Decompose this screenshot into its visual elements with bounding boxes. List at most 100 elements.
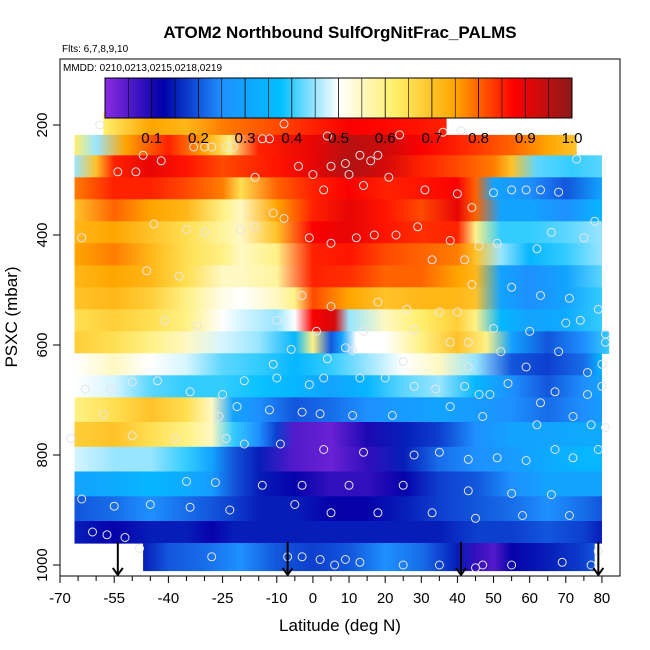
y-tick-label: 200 — [34, 112, 51, 137]
sample-point — [239, 439, 249, 449]
x-tick-label: 30 — [413, 590, 430, 607]
y-axis-label: PSXC (mbar) — [2, 266, 21, 367]
heatmap-band — [74, 446, 602, 473]
sample-point — [536, 291, 545, 300]
heatmap-band — [74, 496, 602, 522]
sample-point — [239, 376, 249, 386]
sample-point — [489, 188, 498, 198]
sample-point — [315, 555, 325, 564]
sample-point — [409, 381, 419, 391]
sample-point — [601, 337, 610, 347]
x-tick-label: 10 — [341, 590, 358, 607]
sample-point — [492, 238, 502, 248]
sample-point — [348, 346, 358, 355]
sample-point — [384, 172, 394, 182]
sample-point — [340, 159, 350, 168]
sample-point — [355, 557, 365, 567]
sample-point — [156, 156, 166, 166]
sample-point — [275, 439, 285, 449]
colorbar-tick-label: 0.2 — [188, 130, 209, 147]
sample-point — [579, 233, 589, 243]
x-tick-label: 0 — [309, 590, 317, 607]
sample-point — [521, 185, 531, 195]
sample-point — [80, 384, 90, 394]
sample-point — [373, 508, 383, 518]
sample-point — [398, 560, 408, 570]
plot-frame — [59, 58, 621, 577]
heatmap-band — [74, 265, 602, 288]
sample-point — [554, 347, 564, 357]
profile-arrow-head — [111, 567, 124, 577]
sample-point — [496, 347, 506, 357]
sample-point — [507, 489, 517, 498]
sample-point — [467, 203, 477, 212]
sample-point — [597, 359, 607, 369]
sample-point — [593, 304, 603, 314]
sample-point — [189, 142, 199, 152]
sample-point — [564, 511, 574, 520]
sample-point — [568, 453, 578, 463]
sample-point — [536, 398, 545, 408]
colorbar-tick-label: 0.3 — [235, 130, 256, 147]
sample-point — [250, 222, 260, 232]
sample-point — [434, 307, 444, 317]
sample-point — [214, 412, 224, 421]
sample-point — [304, 233, 314, 243]
y-axis: 200 400 600 800 1000 — [34, 112, 60, 582]
sample-point — [290, 500, 300, 509]
heatmap-bands — [74, 111, 610, 572]
sample-point — [88, 527, 97, 537]
colorbar-tick-label: 0.5 — [328, 130, 349, 147]
sample-point — [304, 380, 314, 390]
sample-point — [409, 325, 419, 335]
sample-point — [554, 187, 564, 197]
sample-point — [586, 420, 596, 430]
sample-point — [210, 478, 220, 487]
sample-point — [322, 354, 332, 364]
colorbar-tick-label: 0.1 — [141, 130, 162, 147]
sample-point — [279, 214, 289, 223]
sample-point — [102, 530, 112, 540]
x-tick-label: -40 — [158, 590, 180, 607]
sample-point — [373, 150, 383, 160]
sample-point — [326, 508, 336, 518]
sample-point — [98, 410, 108, 420]
sample-points — [66, 119, 610, 573]
colorbar-frame — [104, 77, 573, 119]
sample-point — [561, 318, 571, 328]
sample-point — [546, 227, 556, 237]
sample-point — [272, 315, 282, 325]
sample-point — [297, 480, 307, 490]
sample-point — [315, 409, 325, 419]
sample-point — [109, 501, 119, 511]
sample-point — [297, 407, 307, 417]
sample-point — [434, 560, 444, 570]
colorbar-tick-label: 0.7 — [421, 130, 442, 147]
sample-point — [572, 154, 582, 164]
sample-point — [507, 282, 517, 292]
sample-point — [366, 156, 376, 166]
sample-point — [507, 185, 517, 195]
sample-point — [452, 189, 462, 199]
heatmap-band — [74, 331, 610, 354]
sample-point — [286, 344, 296, 354]
sample-point — [434, 447, 444, 457]
colorbar-tick-label: 0.8 — [468, 130, 489, 147]
sample-point — [268, 208, 278, 218]
sample-point — [207, 552, 217, 562]
sample-point — [456, 126, 466, 135]
sample-point — [463, 337, 473, 347]
sample-point — [474, 390, 484, 399]
sample-point — [221, 434, 231, 443]
sample-point — [344, 480, 354, 490]
sample-point — [265, 405, 274, 415]
sample-point — [308, 170, 318, 179]
sample-point — [463, 454, 473, 464]
heatmap-band — [74, 199, 602, 222]
sample-point — [160, 315, 170, 325]
colorbar-tick-label: 0.6 — [375, 130, 396, 147]
x-tick-label: 20 — [377, 590, 394, 607]
y-tick-label: 600 — [34, 332, 51, 357]
chart-title: ATOM2 Northbound SulfOrgNitFrac_PALMS — [163, 23, 516, 42]
